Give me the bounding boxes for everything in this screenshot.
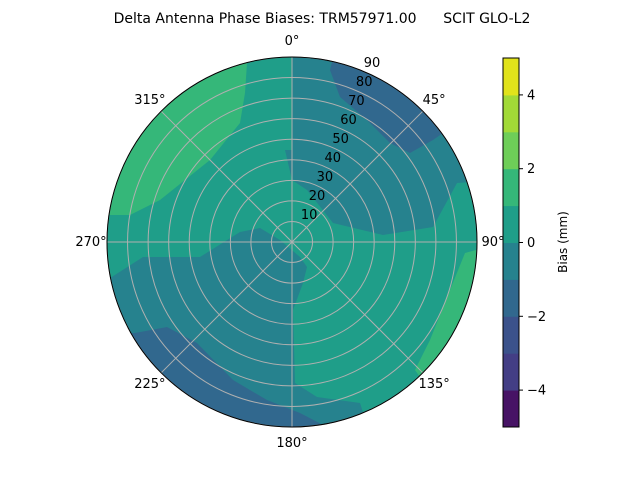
radial-tick-label: 70	[348, 94, 365, 109]
angle-gridline	[160, 241, 293, 374]
polar-frame	[106, 56, 478, 428]
colorbar-tick-label: −4	[527, 384, 546, 399]
colorbar-segment	[503, 316, 519, 354]
colorbar-segment	[503, 131, 519, 170]
angle-tick-label: 45°	[423, 93, 446, 108]
radial-tick-label: 50	[332, 132, 349, 147]
angle-gridline	[291, 241, 424, 374]
colorbar-segment	[503, 94, 519, 133]
radial-tick-label: 10	[301, 208, 318, 223]
colorbar-segment	[503, 242, 519, 280]
radial-tick-label: 40	[324, 151, 341, 166]
radial-tick-label: 80	[356, 75, 373, 90]
colorbar-tick-label: 4	[527, 88, 535, 103]
colorbar-segment	[503, 168, 519, 207]
colorbar-tick-label: 2	[527, 162, 535, 177]
radial-tick-label: 20	[309, 189, 326, 204]
colorbar-segment	[503, 353, 519, 391]
radial-tick-labels: 10 20 30 40 50 60 70 80 90	[301, 56, 380, 223]
colorbar-label: Bias (mm)	[556, 211, 570, 273]
angle-tick-label: 180°	[276, 436, 307, 451]
colorbar: 4 2 0 −2 −4	[502, 57, 546, 428]
polar-grid	[106, 56, 478, 428]
angle-tick-label: 90°	[481, 235, 504, 250]
colorbar-segment	[503, 205, 519, 243]
colorbar-segment	[503, 390, 519, 428]
angle-tick-label: 270°	[75, 235, 106, 250]
angle-tick-labels: 0° 45° 90° 135° 180° 225° 270° 315°	[75, 34, 504, 451]
angle-gridline	[291, 110, 424, 243]
radial-tick-label: 90	[364, 56, 381, 71]
colorbar-segment	[503, 279, 519, 317]
angle-tick-label: 0°	[285, 34, 300, 49]
angle-tick-label: 135°	[418, 377, 449, 392]
radial-tick-label: 60	[340, 113, 357, 128]
angle-tick-label: 225°	[134, 377, 165, 392]
angle-gridline	[160, 110, 293, 243]
chart-title: Delta Antenna Phase Biases: TRM57971.00 …	[114, 11, 531, 27]
colorbar-tick-label: −2	[527, 310, 546, 325]
colorbar-tick-label: 0	[527, 236, 535, 251]
angle-tick-label: 315°	[134, 93, 165, 108]
radial-tick-label: 30	[317, 170, 334, 185]
colorbar-segment	[503, 58, 519, 96]
